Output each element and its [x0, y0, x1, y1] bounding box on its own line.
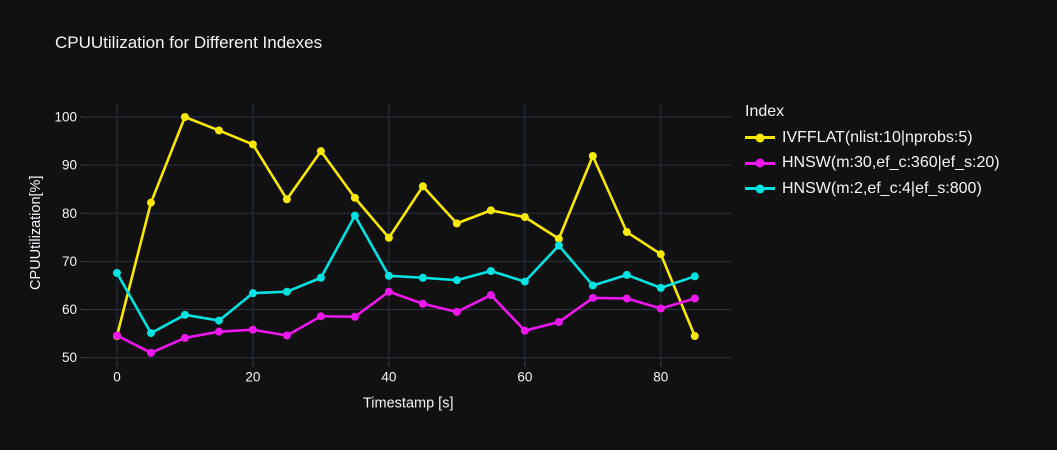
y-tick-label: 100 [54, 109, 77, 124]
data-point [180, 112, 189, 121]
data-point [214, 316, 223, 325]
legend-items: IVFFLAT(nlist:10|nprobs:5) HNSW(m:30,ef_c… [745, 125, 1000, 202]
data-point [690, 331, 699, 340]
data-point [384, 233, 393, 242]
data-point [554, 241, 563, 250]
data-point [282, 195, 291, 204]
x-tick-label: 20 [245, 370, 260, 385]
x-tick-label: 60 [517, 370, 532, 385]
data-point [656, 250, 665, 259]
y-tick-label: 50 [62, 350, 77, 365]
legend-item[interactable]: IVFFLAT(nlist:10|nprobs:5) [745, 125, 1000, 151]
data-point [180, 333, 189, 342]
data-point [180, 310, 189, 319]
data-point [656, 283, 665, 292]
data-point [316, 312, 325, 321]
y-tick-label: 90 [62, 158, 77, 173]
data-point [588, 293, 597, 302]
data-point [690, 294, 699, 303]
data-point [146, 329, 155, 338]
data-point [316, 147, 325, 156]
y-tick-label: 80 [62, 206, 77, 221]
legend-line-marker-icon [745, 158, 775, 168]
data-point [248, 325, 257, 334]
x-tick-label: 40 [381, 370, 396, 385]
series-line [115, 115, 697, 338]
data-point [690, 272, 699, 281]
data-point [350, 312, 359, 321]
data-point [554, 318, 563, 327]
data-point [418, 273, 427, 282]
data-point [214, 327, 223, 336]
data-point [112, 331, 121, 340]
data-point [486, 267, 495, 276]
legend-label: IVFFLAT(nlist:10|nprobs:5) [782, 128, 973, 146]
series-line [115, 214, 697, 335]
y-tick-label: 70 [62, 254, 77, 269]
data-point [418, 182, 427, 191]
y-tick-label: 60 [62, 302, 77, 317]
data-point [248, 140, 257, 149]
data-point [350, 211, 359, 220]
data-point [350, 193, 359, 202]
data-point [248, 289, 257, 298]
data-point [452, 219, 461, 228]
data-point [656, 304, 665, 313]
legend-item[interactable]: HNSW(m:30,ef_c:360|ef_s:20) [745, 151, 1000, 177]
legend-line-marker-icon [745, 133, 775, 143]
data-point [520, 213, 529, 222]
legend: Index IVFFLAT(nlist:10|nprobs:5) HNSW(m:3… [745, 102, 1000, 202]
data-point [452, 307, 461, 316]
legend-item[interactable]: HNSW(m:2,ef_c:4|ef_s:800) [745, 176, 1000, 202]
data-point [214, 126, 223, 135]
x-axis-title: Timestamp [s] [363, 396, 454, 412]
data-point [384, 287, 393, 296]
legend-line-marker-icon [745, 184, 775, 194]
series-line [115, 290, 697, 355]
data-point [418, 299, 427, 308]
data-point [146, 198, 155, 207]
data-point [622, 270, 631, 279]
data-point [146, 348, 155, 357]
data-point [452, 276, 461, 285]
legend-label: HNSW(m:2,ef_c:4|ef_s:800) [782, 179, 982, 197]
x-tick-label: 80 [653, 370, 668, 385]
data-point [622, 294, 631, 303]
x-tick-label: 0 [113, 370, 121, 385]
data-point [520, 326, 529, 335]
y-axis-title: CPUUtilization[%] [28, 176, 44, 290]
data-point [554, 234, 563, 243]
data-point [282, 331, 291, 340]
legend-label: HNSW(m:30,ef_c:360|ef_s:20) [782, 154, 1000, 172]
data-point [282, 287, 291, 296]
data-point [588, 151, 597, 160]
data-point [486, 291, 495, 300]
data-point [486, 206, 495, 215]
data-point [316, 273, 325, 282]
data-point [384, 271, 393, 280]
data-point [520, 277, 529, 286]
data-point [112, 268, 121, 277]
data-point [622, 228, 631, 237]
chart-title: CPUUtilization for Different Indexes [55, 33, 323, 52]
legend-title: Index [745, 103, 785, 120]
data-point [588, 281, 597, 290]
